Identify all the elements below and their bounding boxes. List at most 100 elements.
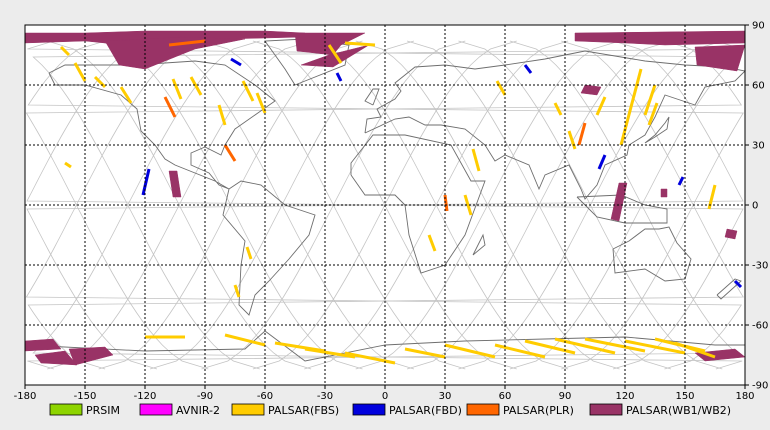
swath-strip [677,176,685,186]
swath-wb [168,170,182,198]
swath-strip [463,194,473,216]
coastline [364,88,380,106]
swath-wb [610,182,628,222]
x-tick-label: -120 [134,391,157,402]
coastline [472,233,486,256]
swath-strip [404,347,446,359]
swath-strip [674,341,716,359]
legend-swatch [139,403,173,416]
legend-label: PALSAR(FBS) [268,404,339,417]
swath-wb [34,350,78,366]
swath-strip [245,246,253,260]
x-tick-label: 150 [675,391,694,402]
legend-label: PRSIM [86,404,120,417]
swath-strip [274,341,326,353]
y-tick-label: 60 [752,81,765,92]
x-tick-label: 30 [439,391,452,402]
legend-swatch [466,403,500,416]
y-tick-label: -30 [752,261,768,272]
swath-strip [597,154,607,170]
legend-label: PALSAR(WB1/WB2) [626,404,731,417]
swath-strip [344,41,376,47]
swath-strip [647,102,659,126]
legend-label: PALSAR(PLR) [503,404,574,417]
swath-strip [119,86,133,104]
swath-strip [141,168,151,196]
swath-wb [660,188,668,198]
coastline [716,278,742,300]
swath-wb [294,32,366,56]
swath-strip [523,64,533,74]
swath-wb [104,36,246,70]
coastline [364,50,746,200]
coastline [264,38,350,86]
swath-wb [580,84,602,96]
swath-strip [584,337,646,353]
coastline [576,194,668,224]
orbit-track [32,40,743,370]
swath-strip [567,130,577,150]
x-tick-label: -90 [197,391,213,402]
swath-strip [233,284,241,298]
swath-strip [255,92,267,114]
swath-strip [59,45,71,57]
swath-wb [724,228,738,240]
x-tick-label: 180 [735,391,754,402]
swath-strip [93,75,107,89]
coastline [644,116,670,144]
swath-strip [163,96,177,118]
swath-strip [619,68,643,146]
legend-label: AVNIR-2 [176,404,220,417]
x-tick-label: -150 [74,391,97,402]
y-tick-label: 30 [752,141,765,152]
orbit-track [25,40,743,370]
coastline [612,226,692,282]
swath-strip [471,148,481,172]
x-tick-label: 90 [559,391,572,402]
legend: PRSIM AVNIR-2 PALSAR(FBS) PALSAR(FBD) PALSAR… [49,403,731,417]
swath-strip [427,234,437,252]
swath-strip [643,84,657,116]
swath-strip [624,339,686,355]
swath-strip [494,343,546,359]
swath-strip [171,78,183,100]
swath-strip [217,104,227,126]
x-tick-label: -60 [257,391,273,402]
axis-ticks: -180 -150 -120 -90 -60 -30 0 30 60 90 120 150 180 90 6… [14,21,769,403]
legend-swatch [352,403,386,416]
swath-strip [553,102,563,116]
swath-strip [64,161,72,169]
y-tick-label: 90 [752,21,765,32]
lat-lon-grid [25,25,745,385]
swath-strip [73,62,87,82]
legend-label: PALSAR(FBD) [389,404,462,417]
swath-strip [241,80,255,102]
orbit-track [355,40,620,370]
coastline [222,180,316,316]
y-tick-label: 0 [752,201,758,212]
x-tick-label: 60 [499,391,512,402]
swath-strip [223,144,237,162]
swath-strip [327,44,343,64]
swath-strip [733,279,743,289]
swath-strip [230,57,242,67]
coverage-swaths [24,30,746,366]
swath-strip [224,333,266,347]
x-tick-label: 120 [615,391,634,402]
legend-swatch [231,403,265,416]
swath-strip [495,80,507,96]
coastline [48,60,276,190]
legend-swatch [49,403,83,416]
coastline [350,134,486,274]
y-tick-label: -60 [752,321,768,332]
legend-swatch [589,403,623,416]
swath-strip [595,96,607,116]
swath-strip [335,72,343,82]
swath-wb [694,44,746,72]
swath-strip [189,76,203,96]
orbit-track [47,40,312,370]
y-tick-label: -90 [752,381,768,392]
x-tick-label: 0 [382,391,388,402]
swath-strip [344,351,396,365]
